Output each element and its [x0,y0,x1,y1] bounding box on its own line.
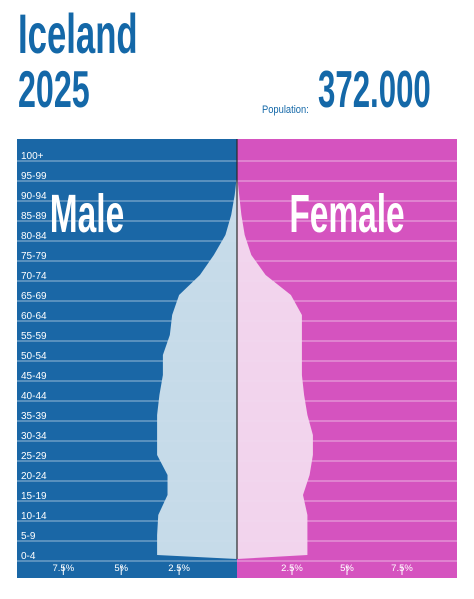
x-tick-label: 7.5% [52,563,74,574]
age-label: 40-44 [21,391,47,402]
year-title: 2025 [18,61,90,119]
age-label: 60-64 [21,311,47,322]
population-pyramid-chart: 0-4 5-9 10-14 15-19 20-24 25-29 30-34 35-39 40-4… [17,139,457,578]
age-label: 70-74 [21,271,47,282]
female-panel-label: Female [289,183,404,244]
age-label: 85-89 [21,211,47,222]
x-tick-label: 5% [340,563,354,574]
age-label: 5-9 [21,531,36,542]
population-value: 372.000 [318,61,431,119]
age-label: 75-79 [21,251,47,262]
age-label: 35-39 [21,411,47,422]
age-label: 95-99 [21,171,47,182]
x-tick-label: 5% [114,563,128,574]
male-panel-label: Male [50,183,124,244]
age-label: 50-54 [21,351,47,362]
population-label: Population: [262,104,309,116]
male-pyramid [157,155,237,559]
x-tick-label: 7.5% [391,563,413,574]
x-tick-label: 2.5% [281,563,303,574]
female-pyramid [237,155,313,559]
age-label: 90-94 [21,191,47,202]
age-label: 25-29 [21,451,47,462]
age-label: 10-14 [21,511,47,522]
age-labels: 0-4 5-9 10-14 15-19 20-24 25-29 30-34 35-39 40-4… [21,151,47,562]
x-tick-label: 2.5% [168,563,190,574]
age-label: 30-34 [21,431,47,442]
x-axis: 7.5% 5% 2.5% 2.5% 5% 7.5% [52,563,413,575]
age-label: 45-49 [21,371,47,382]
age-label: 55-59 [21,331,47,342]
age-label: 0-4 [21,551,36,562]
country-title: Iceland [18,2,138,65]
age-label: 15-19 [21,491,47,502]
age-label: 20-24 [21,471,47,482]
age-label: 80-84 [21,231,47,242]
age-label: 65-69 [21,291,47,302]
age-label: 100+ [21,151,44,162]
